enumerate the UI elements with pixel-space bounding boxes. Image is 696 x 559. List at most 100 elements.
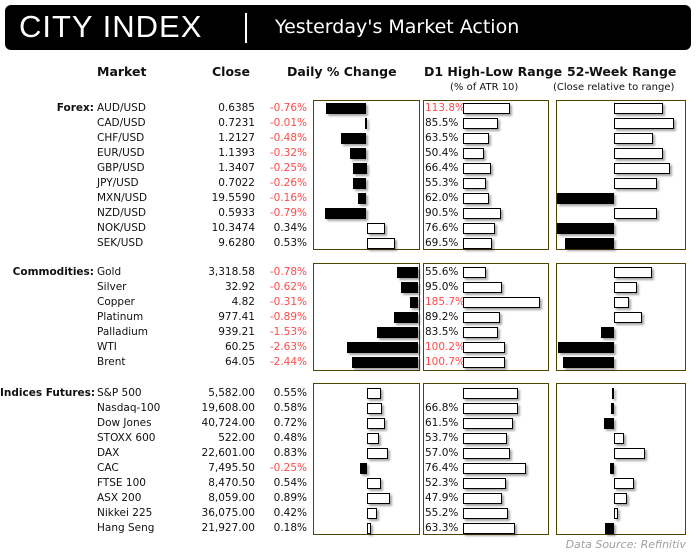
daily-change-panel — [313, 383, 420, 535]
range-bar — [463, 223, 495, 234]
daily-change-bar — [341, 133, 367, 144]
daily-change-value: 0.58% — [273, 402, 307, 414]
header-divider — [245, 13, 247, 43]
close-value: 0.5933 — [218, 207, 255, 219]
week52-bar — [614, 118, 674, 129]
range-bar — [463, 312, 501, 323]
week52-bar — [558, 342, 614, 353]
daily-change-bar — [366, 448, 389, 459]
week52-bar — [604, 418, 614, 429]
daily-change-bar — [366, 418, 386, 429]
week52-panel — [556, 263, 686, 371]
section-label: Commodities: — [12, 266, 94, 278]
market-name: EUR/USD — [97, 147, 145, 159]
close-value: 0.6385 — [218, 102, 255, 114]
week52-bar — [614, 178, 658, 189]
close-value: 7,495.50 — [208, 462, 255, 474]
close-value: 21,927.00 — [201, 522, 255, 534]
daily-change-value: -1.53% — [269, 326, 307, 338]
close-value: 0.7022 — [218, 177, 255, 189]
close-value: 5,582.00 — [208, 387, 255, 399]
market-name: SEK/USD — [97, 237, 144, 249]
range-bar — [463, 463, 526, 474]
daily-change-bar — [393, 312, 418, 323]
daily-change-bar — [376, 327, 418, 338]
daily-change-value: -0.89% — [269, 311, 307, 323]
close-value: 8,470.50 — [208, 477, 255, 489]
market-name: Brent — [97, 356, 126, 368]
week52-bar — [614, 267, 652, 278]
close-value: 1.2127 — [218, 132, 255, 144]
market-name: STOXX 600 — [97, 432, 156, 444]
daily-change-bar — [366, 523, 372, 534]
week52-bar — [601, 327, 614, 338]
week52-bar — [614, 133, 654, 144]
close-value: 977.41 — [218, 311, 255, 323]
range-value: 83.5% — [425, 326, 459, 338]
daily-change-value: 0.42% — [273, 507, 307, 519]
daily-change-bar — [324, 208, 367, 219]
close-value: 32.92 — [224, 281, 255, 293]
close-value: 9.6280 — [218, 237, 255, 249]
close-value: 8,059.00 — [208, 492, 255, 504]
close-value: 64.05 — [224, 356, 255, 368]
daily-change-value: 0.34% — [273, 222, 307, 234]
data-source: Data Source: Refinitiv — [565, 538, 686, 551]
page-title: Yesterday's Market Action — [275, 16, 520, 38]
daily-change-value: -0.31% — [269, 296, 307, 308]
market-name: CAD/USD — [97, 117, 146, 129]
range-bar — [463, 297, 541, 308]
range-value: 89.2% — [425, 311, 459, 323]
daily-change-value: 0.83% — [273, 447, 307, 459]
week52-bar — [610, 403, 614, 414]
market-name: Platinum — [97, 311, 144, 323]
daily-change-value: -0.76% — [269, 102, 307, 114]
market-name: JPY/USD — [97, 177, 139, 189]
range-bar — [463, 523, 515, 534]
daily-change-value: 0.53% — [273, 237, 307, 249]
range-value: 55.6% — [425, 266, 459, 278]
daily-change-bar — [326, 103, 367, 114]
daily-change-value: -0.01% — [269, 117, 307, 129]
range-bar — [463, 238, 492, 249]
close-value: 19.5590 — [211, 192, 255, 204]
week52-bar — [605, 523, 614, 534]
range-value: 62.0% — [425, 192, 459, 204]
daily-change-bar — [353, 163, 367, 174]
daily-change-bar — [346, 342, 418, 353]
daily-change-value: -0.16% — [269, 192, 307, 204]
range-value: 76.4% — [425, 462, 459, 474]
daily-change-value: -0.26% — [269, 177, 307, 189]
range-bar — [463, 388, 518, 399]
daily-change-value: -0.32% — [269, 147, 307, 159]
range-bar — [463, 267, 487, 278]
daily-change-value: -0.25% — [269, 162, 307, 174]
range-value: 66.4% — [425, 162, 459, 174]
week52-panel — [556, 383, 686, 535]
daily-change-bar — [366, 238, 395, 249]
daily-change-panel — [313, 100, 420, 250]
daily-change-bar — [366, 478, 381, 489]
daily-change-value: -2.63% — [269, 341, 307, 353]
range-bar — [463, 448, 510, 459]
daily-change-value: 0.55% — [273, 387, 307, 399]
daily-change-value: -0.79% — [269, 207, 307, 219]
week52-bar — [612, 388, 614, 399]
week52-bar — [614, 493, 628, 504]
range-bar — [463, 133, 490, 144]
range-value: 47.9% — [425, 492, 459, 504]
close-value: 3,318.58 — [208, 266, 255, 278]
market-name: Copper — [97, 296, 135, 308]
daily-change-value: 0.18% — [273, 522, 307, 534]
range-bar — [463, 478, 506, 489]
col-header-market: Market — [97, 64, 147, 79]
week52-bar — [614, 282, 638, 293]
range-bar — [463, 342, 505, 353]
close-value: 10.3474 — [211, 222, 255, 234]
market-name: Gold — [97, 266, 122, 278]
range-bar — [463, 163, 491, 174]
range-bar — [463, 327, 498, 338]
daily-change-bar — [366, 223, 385, 234]
range-bar — [463, 493, 503, 504]
range-bar — [463, 178, 486, 189]
